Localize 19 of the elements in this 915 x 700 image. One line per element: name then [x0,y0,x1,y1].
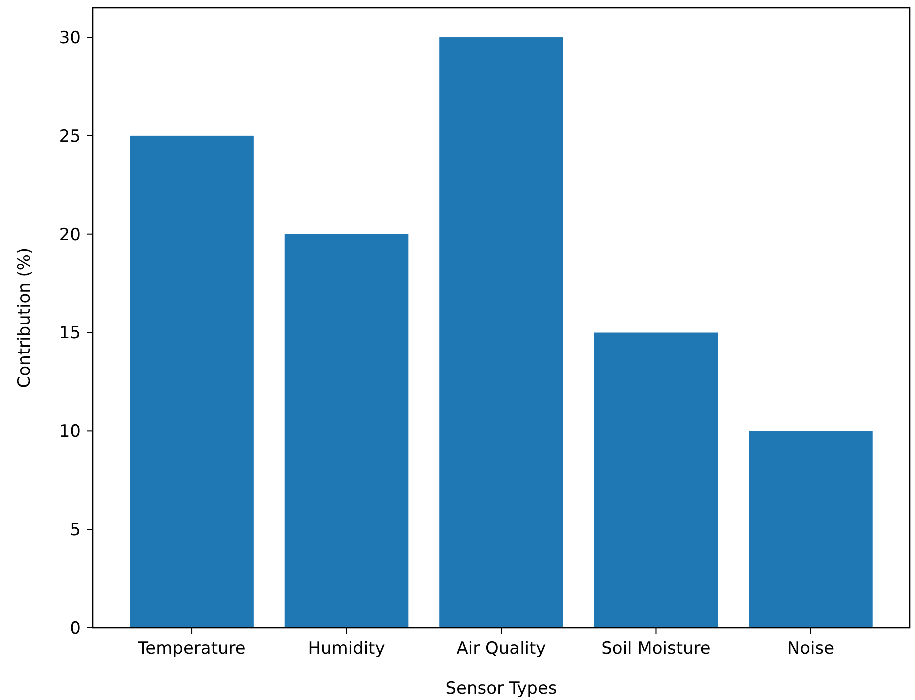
bar [440,38,564,628]
y-axis-title: Contribution (%) [15,248,35,388]
x-tick-label: Soil Moisture [602,639,711,659]
y-tick-label: 15 [59,324,81,344]
y-tick-label: 25 [59,126,81,147]
y-tick-label: 5 [70,520,81,541]
x-tick-label: Temperature [137,639,246,659]
x-axis-title: Sensor Types [446,679,558,699]
y-tick-label: 20 [59,225,81,246]
x-tick-label: Air Quality [456,639,546,659]
bar [130,136,254,628]
x-tick-label: Humidity [308,639,386,659]
bar [749,431,873,628]
y-tick-label: 0 [70,618,81,639]
y-tick-label: 30 [59,28,81,48]
x-tick-label: Noise [787,639,835,659]
bar [594,332,718,628]
y-tick-label: 10 [59,422,81,442]
bar [284,234,409,628]
